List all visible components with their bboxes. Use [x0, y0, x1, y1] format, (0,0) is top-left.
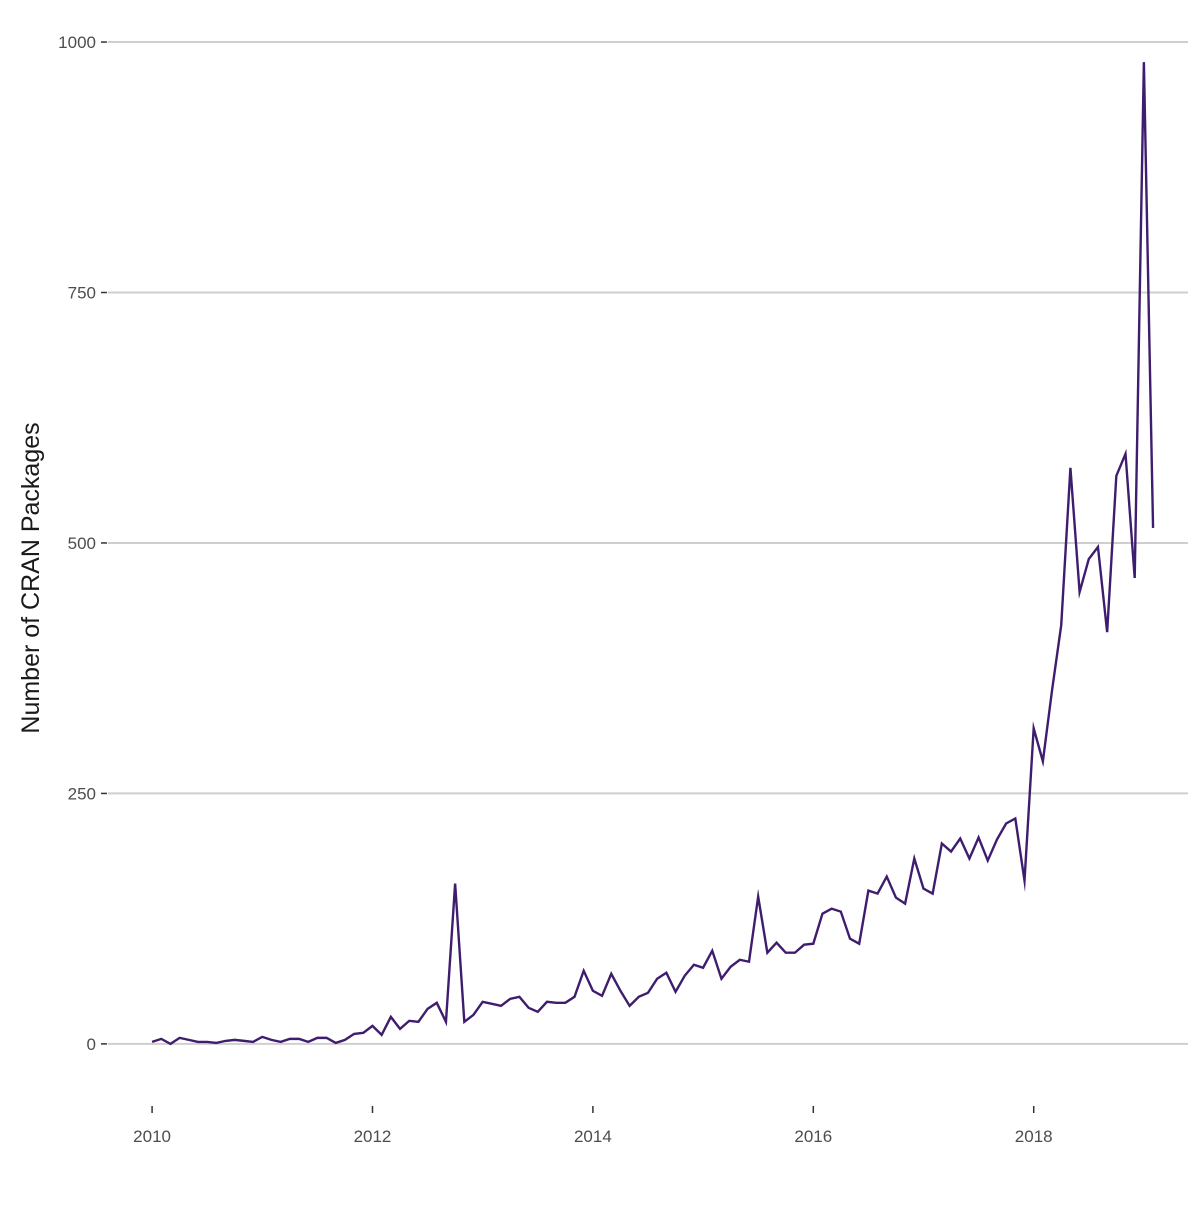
y-tick-label-0: 0: [87, 1035, 96, 1054]
y-tick-label-500: 500: [68, 534, 96, 553]
series-layer: [151, 62, 1155, 1046]
y-tick-label-750: 750: [68, 284, 96, 303]
x-tick-label-2010: 2010: [133, 1127, 171, 1146]
y-tick-label-250: 250: [68, 784, 96, 803]
x-tick-label-2012: 2012: [354, 1127, 392, 1146]
x-axis: 2010 2012 2014 2016 2018: [133, 1106, 1053, 1146]
gridlines: [108, 41, 1188, 1045]
x-tick-label-2018: 2018: [1015, 1127, 1053, 1146]
x-tick-label-2016: 2016: [794, 1127, 832, 1146]
y-axis-title: Number of CRAN Packages: [17, 422, 45, 733]
x-tick-label-2014: 2014: [574, 1127, 612, 1146]
y-axis: 0 250 500 750 1000: [58, 33, 107, 1054]
series-line-1: [151, 62, 1155, 1046]
y-tick-label-1000: 1000: [58, 33, 96, 52]
